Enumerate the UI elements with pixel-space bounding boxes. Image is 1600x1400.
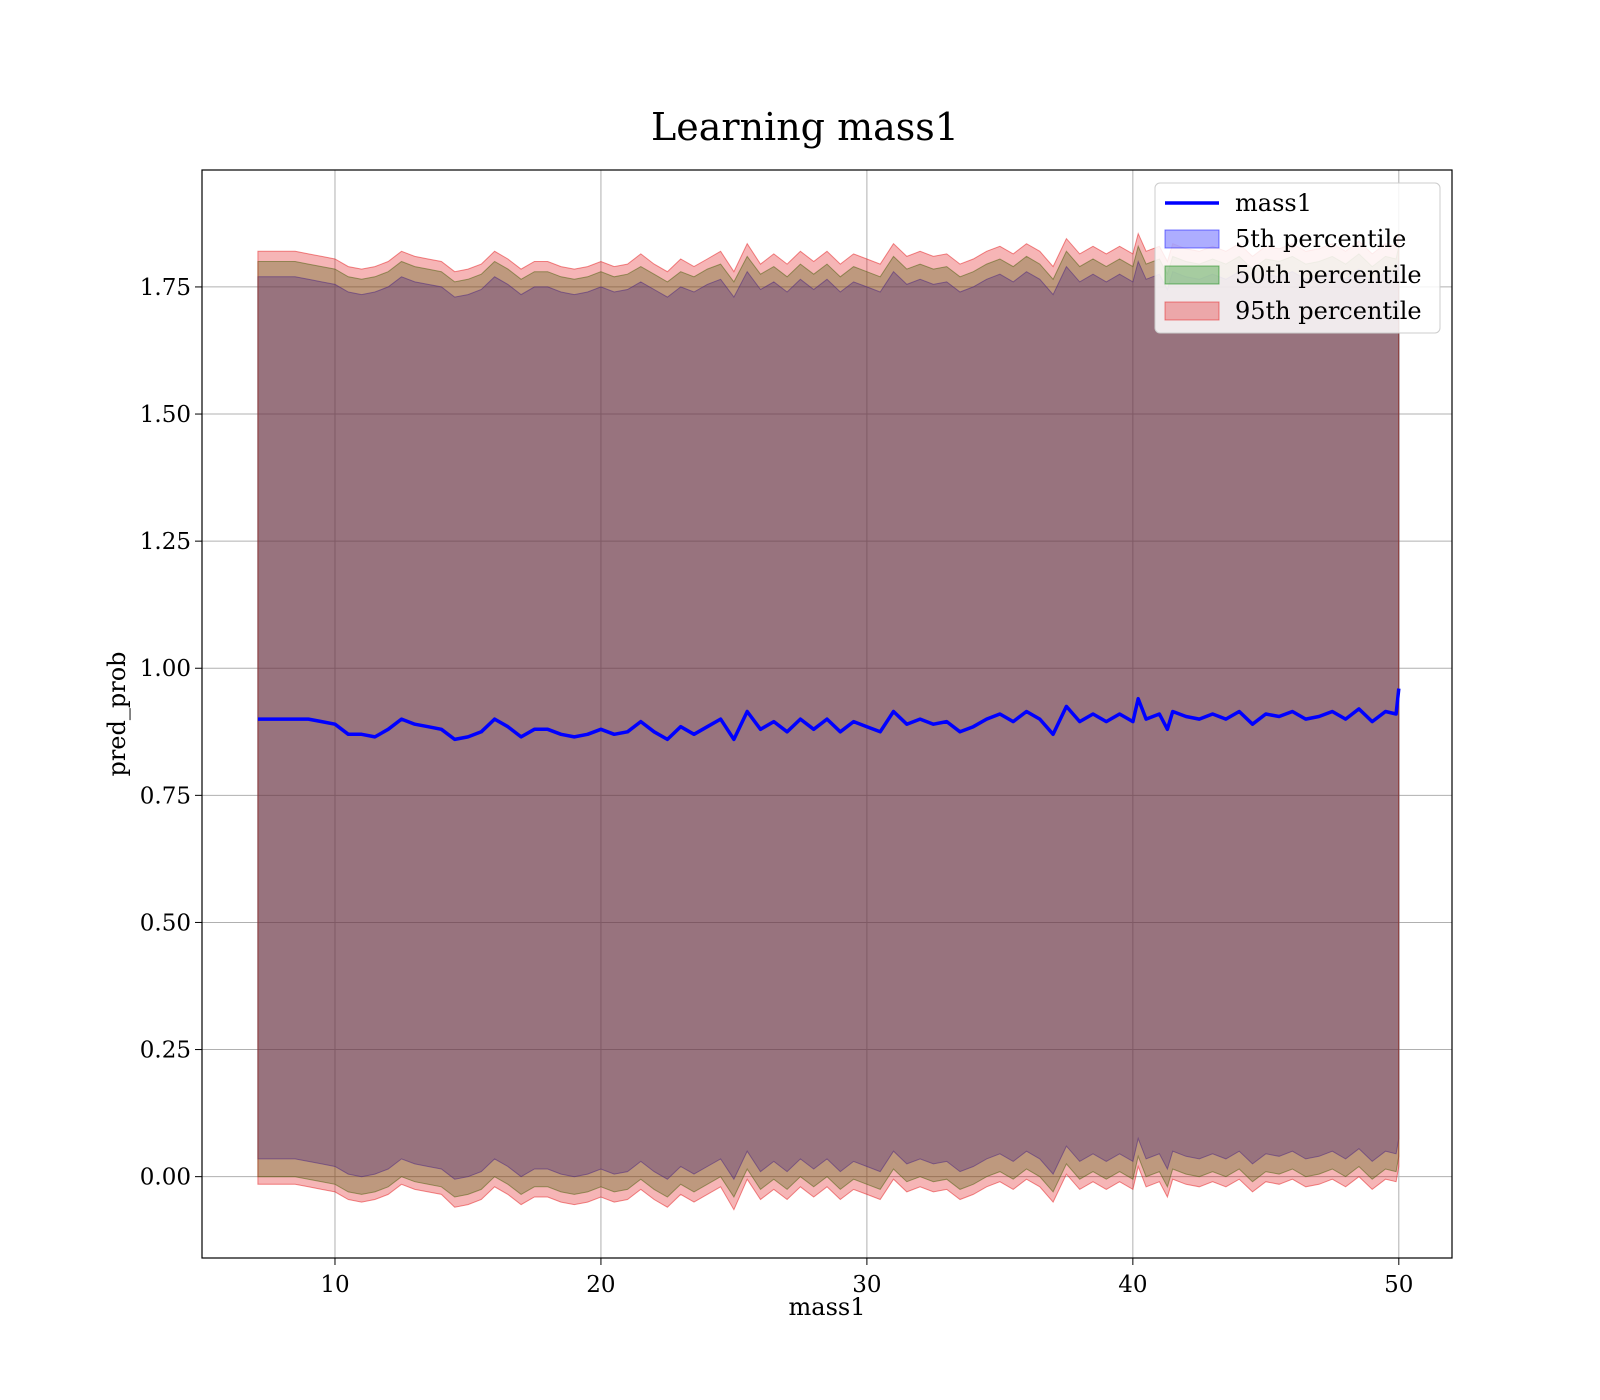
y-tick-label: 0.50 [140,910,191,936]
x-tick-label: 40 [1118,1272,1147,1298]
legend-label: 50th percentile [1235,261,1422,289]
legend-box [1154,182,1441,334]
x-tick-label: 10 [320,1272,349,1298]
legend-label: 5th percentile [1235,225,1406,253]
legend: mass1 5th percentile 50th percentile 95th p… [1154,182,1441,334]
x-tick-label: 20 [586,1272,615,1298]
y-tick-label: 1.50 [140,402,191,428]
y-tick-label: 0.75 [140,783,191,809]
y-axis-label: pred_prob [103,651,131,776]
y-tick-label: 1.75 [140,275,191,301]
x-tick-label: 50 [1384,1272,1413,1298]
legend-patch-swatch [1164,301,1220,321]
legend-label: mass1 [1235,189,1312,217]
legend-label: 95th percentile [1235,297,1422,325]
plot-frame [201,169,1453,1259]
series-line-mass1 [257,688,1401,742]
y-tick-label: 0.25 [140,1038,191,1064]
x-axis-ticks: 10 20 30 40 50 [320,1258,1413,1298]
series-lines [257,688,1401,742]
y-tick-label: 0.00 [140,1165,191,1191]
legend-patch-swatch [1164,229,1220,249]
x-tick-label: 30 [852,1272,881,1298]
x-axis-label: mass1 [789,1293,866,1321]
y-tick-label: 1.25 [140,529,191,555]
y-axis-ticks: 0.00 0.25 0.50 0.75 1.00 1.25 1.50 1.75 [140,275,202,1191]
legend-patch-swatch [1164,265,1220,285]
chart-title: Learning mass1 [651,105,959,149]
y-tick-label: 1.00 [140,656,191,682]
